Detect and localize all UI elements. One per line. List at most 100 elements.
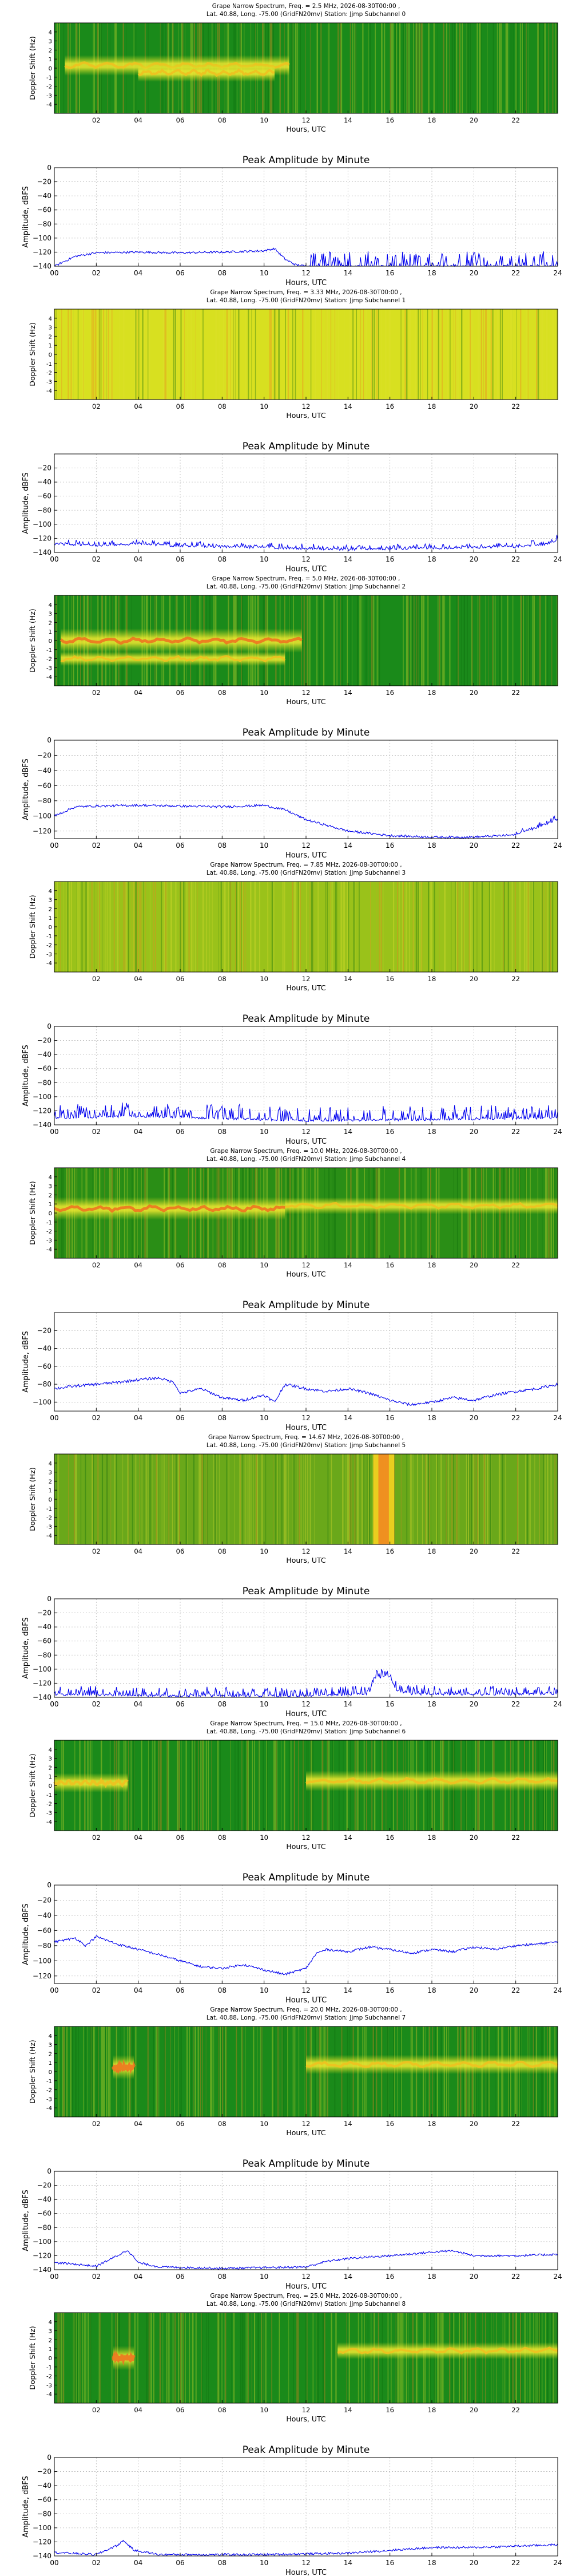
- texture-stripe: [400, 1454, 402, 1544]
- texture-stripe: [230, 882, 232, 972]
- y-tick-label: −40: [37, 767, 51, 775]
- texture-stripe: [487, 23, 488, 113]
- texture-stripe: [106, 1454, 108, 1544]
- x-tick-label: 16: [386, 689, 394, 697]
- doppler-trace: [137, 68, 275, 77]
- texture-stripe: [106, 1454, 108, 1544]
- y-tick-label: −20: [37, 1896, 51, 1904]
- y-tick-label: -1: [46, 934, 52, 940]
- texture-stripe: [487, 1454, 488, 1544]
- texture-stripe: [501, 595, 503, 686]
- x-tick-label: 10: [260, 269, 268, 277]
- texture-stripe: [164, 1454, 165, 1544]
- texture-stripe: [287, 2026, 289, 2117]
- x-tick-label: 08: [218, 1986, 227, 1994]
- texture-stripe: [117, 882, 118, 972]
- texture-stripe: [93, 309, 94, 400]
- texture-stripe: [250, 882, 252, 972]
- texture-stripe: [145, 882, 146, 972]
- texture-stripe: [471, 595, 473, 686]
- y-tick-label: 2: [49, 620, 52, 626]
- texture-stripe: [470, 309, 472, 400]
- texture-stripe: [85, 2026, 86, 2117]
- x-tick-label: 20: [470, 2559, 478, 2567]
- x-tick-label: 16: [386, 2406, 394, 2414]
- texture-stripe: [103, 309, 105, 400]
- texture-stripe: [283, 2026, 284, 2117]
- x-tick-label: 04: [134, 689, 142, 697]
- texture-stripe: [408, 23, 410, 113]
- texture-stripe: [243, 2313, 244, 2403]
- texture-stripe: [347, 1454, 348, 1544]
- texture-stripe: [57, 2313, 58, 2403]
- texture-stripe: [333, 595, 335, 686]
- texture-stripe: [478, 1454, 479, 1544]
- x-axis-label: Hours, UTC: [286, 2415, 326, 2423]
- texture-stripe: [108, 309, 109, 400]
- texture-stripe: [153, 2313, 154, 2403]
- spectrogram-texture: [55, 1454, 555, 1544]
- texture-stripe: [261, 2313, 263, 2403]
- y-tick-label: −60: [37, 1926, 51, 1934]
- texture-stripe: [174, 1454, 176, 1544]
- texture-stripe: [433, 23, 435, 113]
- texture-stripe: [285, 2026, 287, 2117]
- y-tick-label: 4: [49, 1461, 52, 1467]
- texture-stripe: [450, 309, 451, 400]
- x-axis-label: Hours, UTC: [286, 697, 326, 706]
- texture-stripe: [158, 1740, 160, 1831]
- x-tick-label: 22: [511, 1128, 520, 1136]
- x-tick-label: 18: [428, 1834, 436, 1842]
- texture-stripe: [526, 882, 528, 972]
- texture-stripe: [526, 882, 528, 972]
- texture-stripe: [254, 1740, 255, 1831]
- x-tick-label: 02: [92, 116, 101, 124]
- texture-stripe: [152, 1740, 153, 1831]
- x-tick-label: 16: [386, 116, 394, 124]
- texture-stripe: [186, 2026, 188, 2117]
- texture-stripe: [198, 1454, 200, 1544]
- texture-stripe: [226, 1454, 228, 1544]
- texture-stripe: [276, 1740, 277, 1831]
- y-tick-label: -3: [46, 1238, 52, 1244]
- x-tick-label: 12: [302, 1547, 311, 1555]
- spectrogram-0: Grape Narrow Spectrum, Freq. = 2.5 MHz, …: [28, 3, 558, 133]
- y-tick-label: -2: [46, 1801, 52, 1808]
- texture-stripe: [410, 309, 411, 400]
- texture-stripe: [415, 309, 416, 400]
- y-axis-label: Doppler Shift (Hz): [28, 1181, 37, 1245]
- amplitude-plot-8: Peak Amplitude by Minute 0 −20 −40 −60 −80 −10…: [22, 2444, 562, 2576]
- spectrogram-subtitle: Lat. 40.88, Long. -75.00 (GridFN20mv) St…: [206, 583, 406, 590]
- texture-stripe: [480, 23, 482, 113]
- x-tick-label: 10: [260, 1986, 268, 1994]
- texture-stripe: [507, 882, 509, 972]
- texture-stripe: [132, 1454, 133, 1544]
- texture-stripe: [277, 2026, 278, 2117]
- x-tick-label: 06: [176, 841, 184, 850]
- texture-stripe: [410, 595, 412, 686]
- x-tick-label: 24: [553, 2273, 562, 2281]
- x-tick-label: 08: [218, 2406, 227, 2414]
- texture-stripe: [402, 882, 403, 972]
- texture-stripe: [348, 1454, 349, 1544]
- texture-stripe: [327, 309, 328, 400]
- texture-stripe: [541, 309, 542, 400]
- y-tick-label: −140: [33, 262, 51, 270]
- texture-stripe: [284, 1454, 285, 1544]
- texture-stripe: [240, 2313, 241, 2403]
- texture-stripe: [58, 2026, 59, 2117]
- texture-stripe: [419, 309, 421, 400]
- x-axis-label: Hours, UTC: [286, 411, 326, 420]
- texture-stripe: [369, 1454, 371, 1544]
- texture-stripe: [431, 882, 432, 972]
- x-tick-label: 18: [428, 2120, 436, 2128]
- x-tick-label: 04: [134, 1834, 142, 1842]
- texture-stripe: [356, 1454, 358, 1544]
- texture-stripe: [153, 2313, 154, 2403]
- x-tick-label: 02: [92, 841, 101, 850]
- texture-stripe: [226, 309, 228, 400]
- y-tick-label: −80: [37, 1078, 51, 1086]
- texture-stripe: [297, 23, 299, 113]
- texture-stripe: [241, 1740, 243, 1831]
- y-axis-label: Amplitude, dBFS: [22, 758, 30, 820]
